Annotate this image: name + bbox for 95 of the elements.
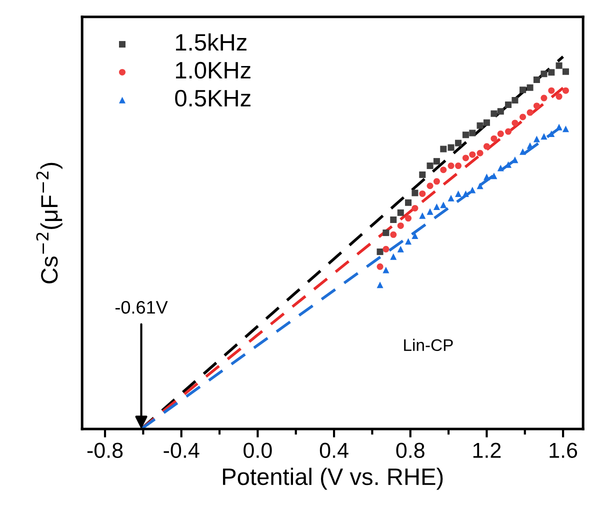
point xyxy=(440,146,447,152)
point xyxy=(505,161,512,168)
point xyxy=(512,156,518,164)
point xyxy=(562,126,569,132)
point xyxy=(397,246,404,252)
point xyxy=(512,96,518,104)
point xyxy=(562,87,569,94)
point xyxy=(483,143,490,150)
point xyxy=(490,110,498,117)
point xyxy=(556,124,562,130)
x-axis-title: Potential (V vs. RHE) xyxy=(223,468,443,490)
point xyxy=(469,186,476,194)
point xyxy=(405,215,412,222)
point xyxy=(526,109,534,116)
point xyxy=(376,282,384,288)
point xyxy=(397,222,404,229)
point xyxy=(476,150,484,156)
point xyxy=(390,231,397,238)
point xyxy=(469,151,476,158)
point xyxy=(419,171,426,178)
point xyxy=(490,135,498,142)
point xyxy=(455,162,462,170)
point xyxy=(390,253,397,260)
legend-label: 1.5kHz xyxy=(176,33,246,51)
point xyxy=(483,174,490,180)
point xyxy=(533,102,540,110)
point xyxy=(476,122,484,129)
point xyxy=(405,238,412,245)
x-tick-label: -0.4 xyxy=(164,442,200,458)
point xyxy=(556,62,562,69)
point xyxy=(483,119,490,126)
point xyxy=(505,128,512,135)
point xyxy=(419,212,426,219)
point xyxy=(562,68,569,75)
point xyxy=(397,209,404,216)
point xyxy=(556,93,562,100)
point xyxy=(455,140,462,146)
point xyxy=(426,162,434,170)
point xyxy=(412,204,418,212)
point xyxy=(455,190,462,197)
x-tick-label: 0.8 xyxy=(396,442,424,458)
point xyxy=(548,69,555,76)
point xyxy=(433,158,440,165)
point xyxy=(476,182,484,190)
point xyxy=(440,166,447,174)
point xyxy=(382,266,390,274)
point xyxy=(497,164,504,172)
legend-label: 1.0KHz xyxy=(176,62,250,79)
point xyxy=(448,162,454,170)
point xyxy=(548,87,555,94)
point xyxy=(520,148,526,155)
point xyxy=(540,94,548,102)
point xyxy=(419,190,426,197)
point xyxy=(412,190,418,196)
point xyxy=(382,246,390,252)
point xyxy=(469,130,476,136)
point xyxy=(520,86,526,94)
point xyxy=(448,194,454,202)
point xyxy=(526,142,534,149)
x-tick-label: 0.4 xyxy=(320,442,348,458)
x-tick-label: -0.8 xyxy=(87,442,123,458)
point xyxy=(526,84,534,91)
point xyxy=(405,199,412,206)
point xyxy=(462,154,469,162)
annotation: -0.61V xyxy=(115,300,168,314)
point xyxy=(490,172,498,180)
point xyxy=(497,130,504,138)
point xyxy=(462,190,469,197)
point xyxy=(382,230,390,236)
point xyxy=(512,120,518,126)
point xyxy=(433,203,440,210)
point xyxy=(433,178,440,185)
point xyxy=(390,216,397,224)
point xyxy=(533,136,540,142)
y-axis-title: Cs$^{−2}$(μF$^{−2}$) xyxy=(36,162,62,284)
point xyxy=(412,232,418,240)
x-tick-label: 1.6 xyxy=(550,442,578,458)
point xyxy=(462,132,469,138)
x-tick-label: 1.2 xyxy=(473,442,501,458)
point xyxy=(440,202,447,208)
point xyxy=(533,76,540,84)
point xyxy=(448,144,454,151)
point xyxy=(376,248,384,256)
point xyxy=(426,182,434,190)
point xyxy=(540,70,548,78)
legend-label: 0.5KHz xyxy=(175,90,250,107)
point xyxy=(426,208,434,215)
point xyxy=(505,101,512,108)
point xyxy=(497,108,504,115)
x-tick-label: 0.0 xyxy=(244,442,272,458)
point xyxy=(520,114,526,120)
point xyxy=(540,133,548,140)
point xyxy=(548,130,555,138)
annotation: Lin-CP xyxy=(404,338,453,352)
point xyxy=(376,263,384,270)
